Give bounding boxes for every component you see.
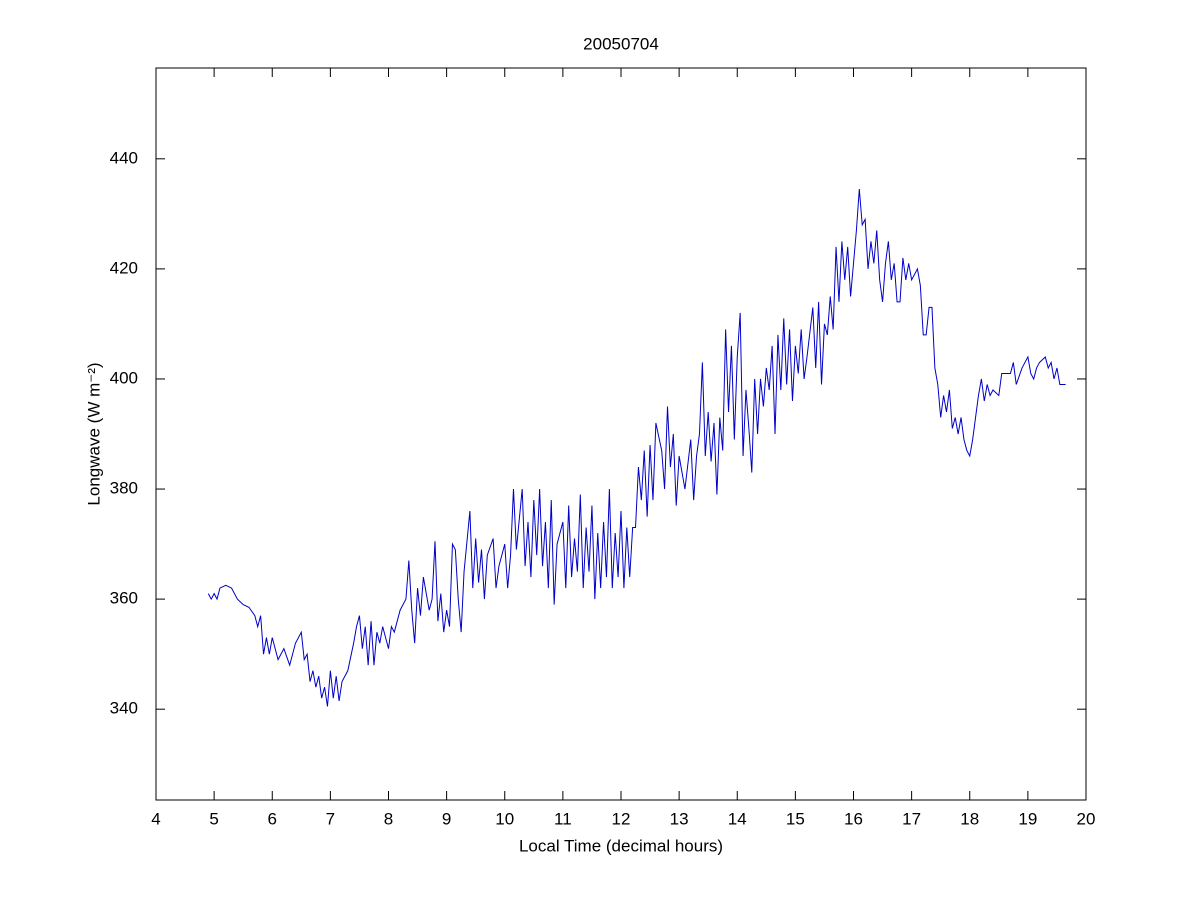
- x-tick-label: 11: [554, 809, 572, 828]
- y-tick-label: 420: [110, 258, 138, 277]
- x-tick-label: 17: [902, 809, 921, 828]
- chart-title: 20050704: [583, 34, 659, 53]
- y-tick-label: 380: [110, 479, 138, 498]
- x-tick-label: 13: [670, 809, 689, 828]
- x-tick-label: 6: [268, 809, 277, 828]
- x-tick-label: 7: [326, 809, 335, 828]
- x-tick-label: 16: [844, 809, 863, 828]
- y-tick-label: 440: [110, 148, 138, 167]
- x-tick-label: 8: [384, 809, 393, 828]
- y-axis-label: Longwave (W m⁻²): [84, 362, 103, 505]
- x-tick-label: 14: [728, 809, 747, 828]
- x-tick-label: 12: [612, 809, 631, 828]
- data-line: [207, 189, 1066, 707]
- x-tick-label: 10: [495, 809, 514, 828]
- plot-area: [155, 67, 1087, 801]
- x-tick-label: 18: [960, 809, 979, 828]
- y-tick-label: 400: [110, 368, 138, 387]
- y-tick-label: 340: [110, 699, 138, 718]
- x-tick-label: 5: [209, 809, 218, 828]
- x-tick-label: 19: [1018, 809, 1037, 828]
- x-tick-label: 9: [442, 809, 451, 828]
- y-tick-label: 360: [110, 589, 138, 608]
- x-tick-label: 20: [1077, 809, 1096, 828]
- x-tick-label: 15: [786, 809, 805, 828]
- x-tick-label: 4: [151, 809, 160, 828]
- x-axis-label: Local Time (decimal hours): [519, 836, 723, 855]
